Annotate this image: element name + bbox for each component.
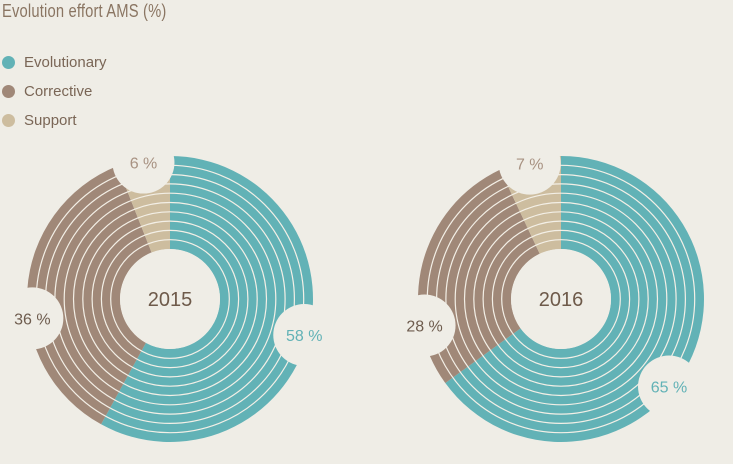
ring-line (72, 201, 268, 397)
value-label-evolutionary: 65 % (651, 379, 687, 396)
legend-item-corrective: Corrective (2, 77, 107, 106)
ring-line (501, 239, 621, 359)
legend-swatch-support (2, 114, 15, 127)
ring-line (110, 239, 230, 359)
legend-label: Evolutionary (24, 54, 107, 71)
label-bubble (638, 355, 701, 418)
value-label-corrective: 36 % (14, 311, 50, 328)
legend: Evolutionary Corrective Support (2, 48, 107, 135)
label-bubble (1, 287, 64, 350)
year-label: 2015 (148, 289, 193, 311)
ring-line (482, 220, 640, 378)
legend-swatch-corrective (2, 85, 15, 98)
ring-line (82, 211, 258, 387)
ring-line (91, 220, 249, 378)
label-bubble (393, 294, 456, 357)
ring-line (100, 229, 240, 369)
value-label-evolutionary: 58 % (286, 328, 322, 345)
ring-line (454, 192, 668, 406)
value-label-corrective: 28 % (406, 319, 442, 336)
label-bubble (112, 131, 175, 194)
ring-line (491, 229, 631, 369)
donut-chart-2016: 2016 65 % 28 % 7 % (393, 132, 705, 443)
label-bubble (273, 303, 336, 366)
donut-hole (120, 249, 220, 349)
donut-chart-2015: 2015 58 % 36 % 6 % (1, 131, 336, 442)
ring-line (445, 183, 677, 415)
legend-item-support: Support (2, 106, 107, 135)
legend-label: Support (24, 112, 77, 129)
legend-swatch-evolutionary (2, 56, 15, 69)
value-label-support: 7 % (516, 157, 544, 174)
label-bubble (498, 132, 561, 195)
donut-hole (511, 249, 611, 349)
chart-title: Evolution effort AMS (%) (2, 1, 167, 21)
ring-line (473, 211, 649, 387)
ring-line (63, 192, 277, 406)
ring-line (463, 201, 659, 397)
value-label-support: 6 % (130, 156, 158, 173)
legend-label: Corrective (24, 83, 93, 100)
legend-item-evolutionary: Evolutionary (2, 48, 107, 77)
year-label: 2016 (539, 289, 584, 311)
